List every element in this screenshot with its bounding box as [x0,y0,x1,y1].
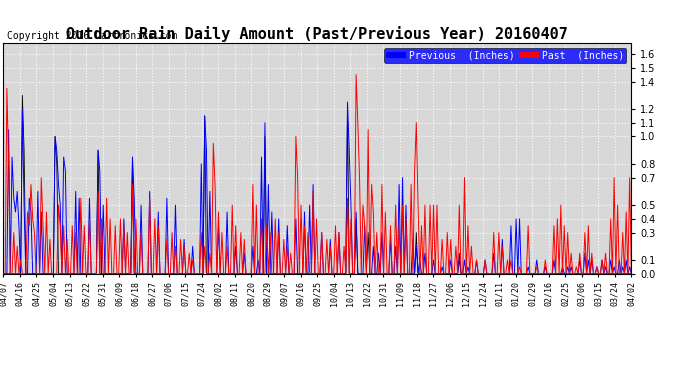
Text: Copyright 2016 Cartronics.com: Copyright 2016 Cartronics.com [7,32,177,41]
Title: Outdoor Rain Daily Amount (Past/Previous Year) 20160407: Outdoor Rain Daily Amount (Past/Previous… [66,26,569,42]
Legend: Previous  (Inches), Past  (Inches): Previous (Inches), Past (Inches) [384,48,627,63]
